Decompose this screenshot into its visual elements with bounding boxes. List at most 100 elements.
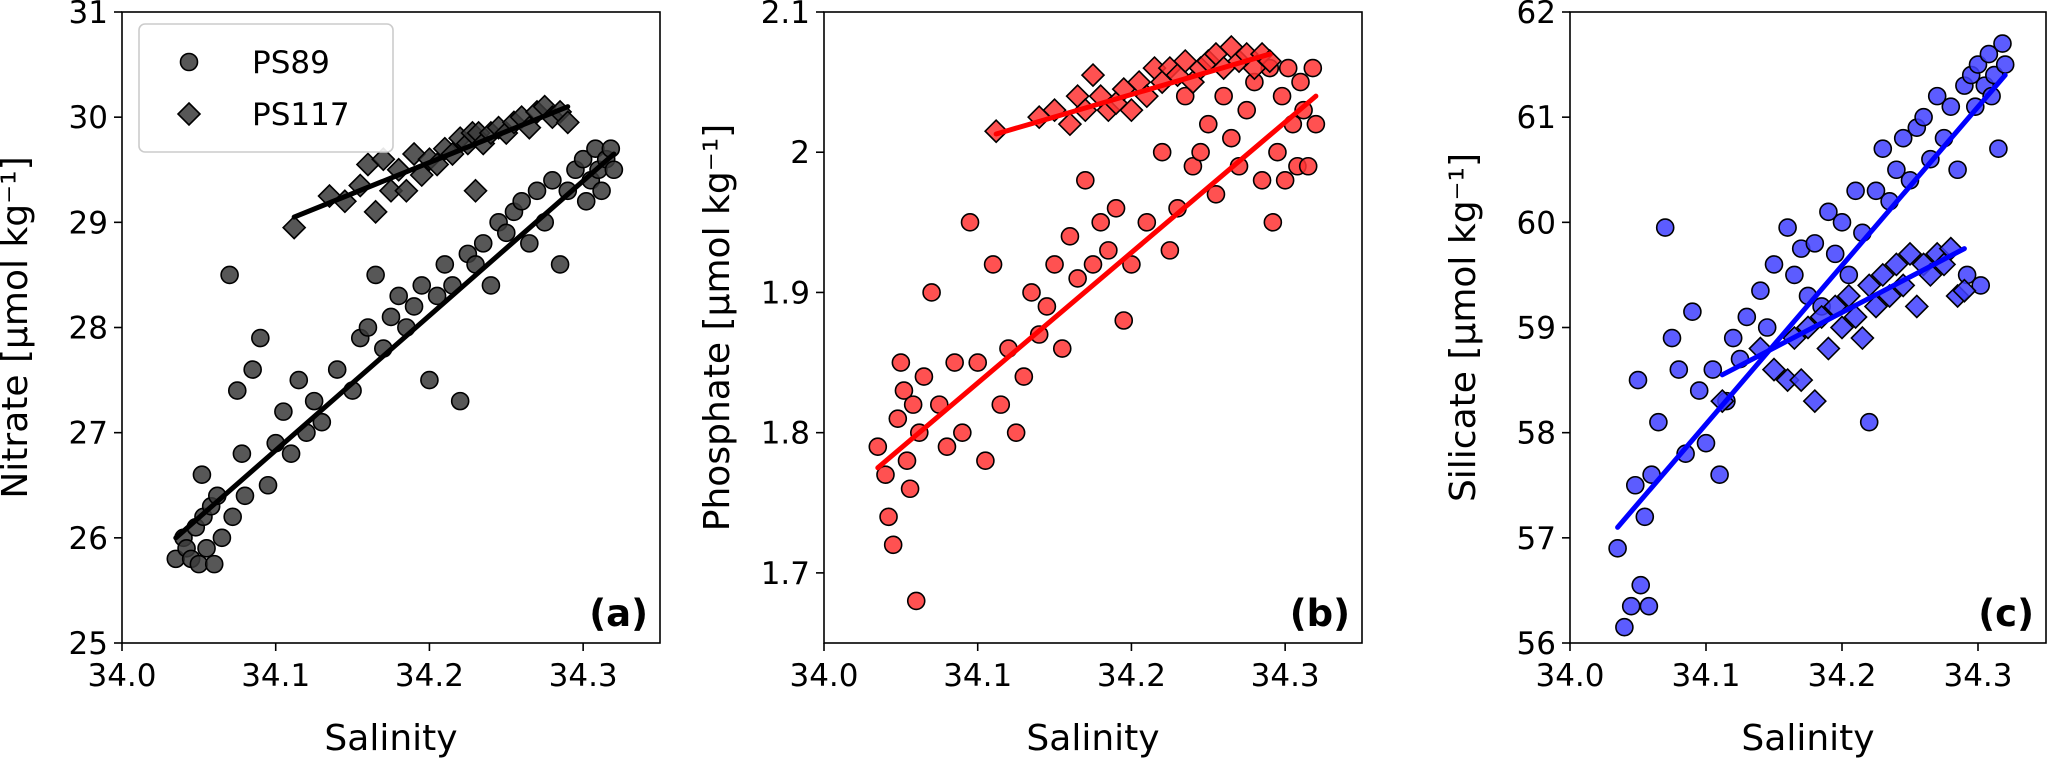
data-point <box>1941 97 1961 116</box>
data-point <box>1893 128 1913 148</box>
data-point <box>1272 86 1292 106</box>
data-point <box>1052 339 1072 358</box>
panel-tag: (b) <box>1290 592 1350 635</box>
data-point <box>512 192 531 211</box>
data-point <box>1866 181 1886 201</box>
data-point <box>235 486 255 506</box>
data-point <box>450 391 470 411</box>
data-point <box>366 265 385 285</box>
data-point <box>243 360 262 379</box>
panel-2: 34.0 34.1 34.2 34.3 1.7 1.8 1.9 2 2.1 Salinity Pho… <box>697 0 1363 759</box>
x-tick-label: 34.0 <box>1535 658 1604 694</box>
y-axis-label: Phosphate [μmol kg⁻¹] <box>697 124 738 531</box>
x-axis-label: Salinity <box>324 718 457 759</box>
data-point <box>868 437 888 456</box>
legend-label: PS89 <box>252 45 330 81</box>
fit-line-PS89 <box>173 151 617 541</box>
data-point <box>1825 244 1845 264</box>
data-point <box>1948 160 1967 180</box>
data-point <box>1014 367 1034 386</box>
data-point <box>204 554 224 574</box>
data-point <box>1275 170 1295 190</box>
data-point <box>900 479 920 499</box>
data-point <box>1887 160 1906 180</box>
data-point <box>189 554 209 574</box>
data-point <box>1649 412 1668 432</box>
data-point <box>312 412 332 432</box>
x-tick-label: 34.2 <box>395 658 464 694</box>
data-point <box>906 591 926 611</box>
data-point <box>251 328 270 348</box>
legend: PS89 PS117 <box>138 23 394 153</box>
series-PS89 <box>868 58 1326 611</box>
data-point <box>274 402 293 421</box>
data-point <box>520 234 539 253</box>
data-point <box>1971 276 1991 295</box>
data-point <box>358 318 378 337</box>
data-point <box>937 437 957 456</box>
data-point <box>1927 86 1947 106</box>
data-point <box>409 162 434 188</box>
fit-line-PS117 <box>993 51 1273 137</box>
fit-line-PS117 <box>1719 246 1967 378</box>
data-point <box>381 307 401 327</box>
y-tick-label: 2 <box>790 135 810 171</box>
data-point <box>496 223 516 243</box>
data-point <box>592 181 611 201</box>
data-point <box>1635 507 1655 527</box>
data-point <box>1737 307 1757 327</box>
data-point <box>317 183 342 209</box>
data-point <box>1662 328 1682 348</box>
data-point <box>968 353 988 372</box>
data-point <box>1160 241 1180 260</box>
y-tick-label: 30 <box>69 100 108 136</box>
data-point <box>991 395 1011 414</box>
data-point <box>1689 381 1709 400</box>
data-point <box>1778 218 1797 237</box>
x-tick-label: 34.2 <box>1807 658 1876 694</box>
data-point <box>894 381 914 400</box>
data-point <box>1863 294 1889 319</box>
data-point <box>573 149 593 169</box>
data-point <box>1995 55 2015 74</box>
y-tick-label: 2.1 <box>761 0 810 31</box>
data-point <box>389 286 408 306</box>
plot-frame <box>823 11 1363 644</box>
data-point <box>282 215 307 240</box>
fit-line-PS89 <box>875 93 1319 471</box>
y-axis-label: Nitrate [μmol kg⁻¹] <box>0 156 36 498</box>
data-point <box>550 255 570 274</box>
data-point <box>1870 262 1895 288</box>
x-tick-label: 34.3 <box>1251 658 1320 694</box>
y-tick-label: 26 <box>69 521 108 557</box>
data-point <box>914 367 934 386</box>
data-point <box>1989 139 2008 159</box>
data-point <box>192 465 212 485</box>
data-point <box>1993 34 2012 53</box>
data-point <box>1006 423 1026 442</box>
data-point <box>983 255 1003 274</box>
data-point <box>1914 107 1933 127</box>
data-point <box>1206 184 1226 204</box>
data-point <box>1298 156 1318 176</box>
data-point <box>1091 213 1110 232</box>
data-point <box>527 181 547 201</box>
x-tick-label: 34.3 <box>1943 658 2012 694</box>
data-point <box>227 381 247 400</box>
data-point <box>1764 255 1784 274</box>
data-point <box>1839 265 1859 285</box>
data-point <box>1278 58 1298 78</box>
data-point <box>1696 433 1716 453</box>
data-point <box>1850 325 1875 351</box>
data-point <box>304 391 324 411</box>
y-tick-label: 58 <box>1517 416 1556 452</box>
data-point <box>1076 170 1095 190</box>
data-point <box>1884 252 1909 277</box>
data-point <box>427 286 447 306</box>
x-axis-label: Salinity <box>1026 718 1159 759</box>
data-point <box>1816 336 1841 361</box>
data-point <box>888 409 908 428</box>
x-tick-label: 34.1 <box>1671 658 1740 694</box>
